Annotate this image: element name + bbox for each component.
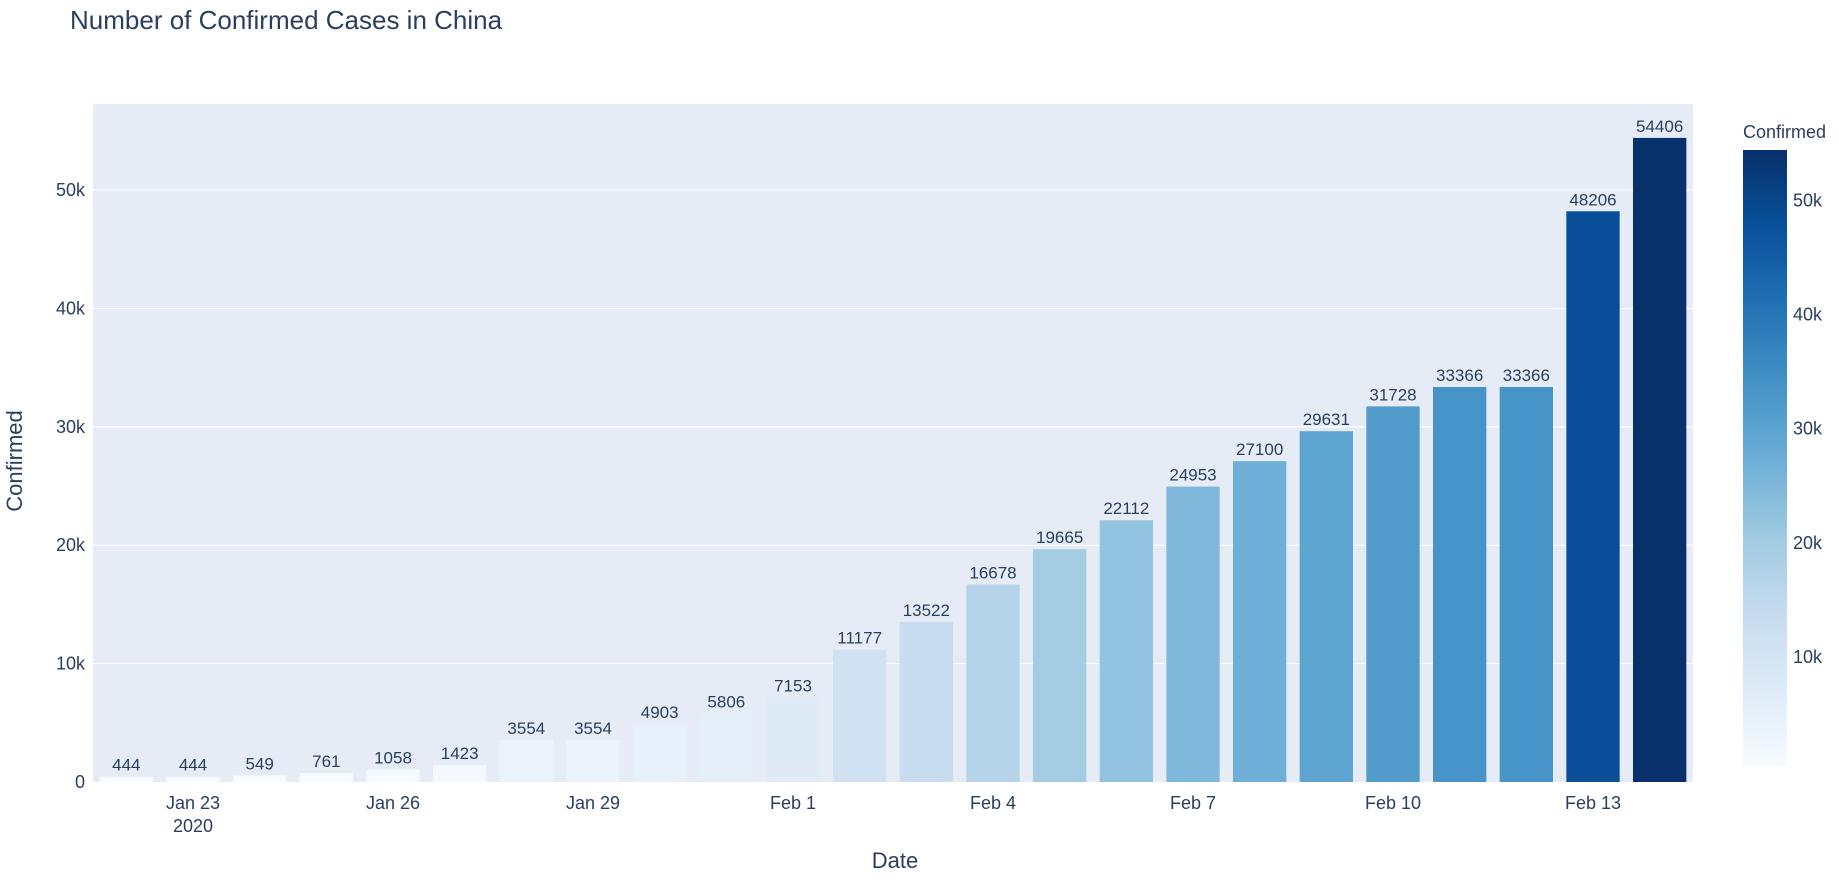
- bar[interactable]: [899, 621, 953, 782]
- y-tick-label: 30k: [56, 417, 86, 437]
- y-tick-label: 50k: [56, 180, 86, 200]
- x-axis-title: Date: [872, 848, 918, 873]
- bar-value-label: 31728: [1369, 385, 1416, 404]
- bar[interactable]: [1366, 406, 1420, 782]
- bar[interactable]: [633, 723, 687, 782]
- bar-value-label: 444: [179, 756, 207, 775]
- bar[interactable]: [766, 697, 820, 782]
- bar-value-labels: 444 444 549 761 1058 1423 3554 3554 4903 5806 7153…: [112, 117, 1683, 775]
- bar[interactable]: [366, 769, 420, 782]
- bar[interactable]: [833, 649, 887, 782]
- bar-value-label: 11177: [837, 629, 882, 648]
- bar-value-label: 54406: [1636, 117, 1683, 136]
- y-tick-label: 0: [75, 772, 85, 792]
- bar-value-label: 33366: [1436, 366, 1483, 385]
- bar-value-label: 19665: [1036, 528, 1083, 547]
- x-tick-label: Jan 26: [366, 793, 420, 813]
- x-tick-label: Feb 1: [770, 793, 816, 813]
- bar-value-label: 1423: [441, 744, 479, 763]
- bar-value-label: 4903: [641, 703, 679, 722]
- bar-value-label: 13522: [903, 601, 950, 620]
- colorbar-ticks: 10k 20k 30k 40k 50k: [1793, 190, 1823, 667]
- bar[interactable]: [1033, 549, 1087, 782]
- bar-value-label: 29631: [1303, 410, 1350, 429]
- y-tick-label: 20k: [56, 535, 86, 555]
- plot-background: [93, 104, 1693, 782]
- bar-value-label: 27100: [1236, 440, 1283, 459]
- bar[interactable]: [1433, 386, 1487, 782]
- bar[interactable]: [233, 775, 287, 782]
- x-tick-label: Feb 13: [1565, 793, 1621, 813]
- x-tick-label: Jan 29: [566, 793, 620, 813]
- y-tick-label: 40k: [56, 298, 86, 318]
- bar-value-label: 444: [112, 756, 140, 775]
- x-tick-year-label: 2020: [173, 816, 213, 836]
- bar-value-label: 3554: [507, 719, 545, 738]
- colorbar-tick-label: 10k: [1793, 647, 1823, 667]
- bar-value-label: 24953: [1169, 466, 1216, 485]
- x-tick-label: Jan 23: [166, 793, 220, 813]
- colorbar-tick-label: 30k: [1793, 419, 1823, 439]
- bar[interactable]: [1166, 486, 1220, 782]
- bar[interactable]: [1499, 386, 1553, 782]
- x-tick-label: Feb 4: [970, 793, 1016, 813]
- bar[interactable]: [299, 772, 353, 782]
- y-axis-title: Confirmed: [2, 410, 27, 511]
- bar-value-label: 761: [312, 752, 340, 771]
- bar[interactable]: [1566, 211, 1620, 782]
- bar-value-label: 16678: [969, 564, 1016, 583]
- bar-value-label: 7153: [774, 676, 812, 695]
- bar-value-label: 549: [245, 755, 273, 774]
- bar[interactable]: [433, 765, 487, 782]
- bar[interactable]: [1299, 431, 1353, 782]
- bar[interactable]: [699, 713, 753, 782]
- x-tick-label: Feb 7: [1170, 793, 1216, 813]
- gridlines: [93, 189, 1693, 665]
- bar-value-label: 33366: [1503, 366, 1550, 385]
- colorbar-title: Confirmed: [1743, 122, 1826, 142]
- chart-title: Number of Confirmed Cases in China: [70, 5, 503, 35]
- bar-value-label: 3554: [574, 719, 612, 738]
- colorbar: Confirmed 10k 20k 30k 40k 50k: [1743, 122, 1826, 766]
- colorbar-tick-label: 40k: [1793, 304, 1823, 324]
- bar[interactable]: [99, 776, 153, 782]
- x-tick-label: Feb 10: [1365, 793, 1421, 813]
- bar[interactable]: [566, 739, 620, 782]
- x-axis-ticks: Jan 23 2020 Jan 26 Jan 29 Feb 1 Feb 4 Feb 7 Feb…: [166, 793, 1621, 836]
- bars: [99, 137, 1687, 783]
- bar-value-label: 1058: [374, 748, 412, 767]
- bar-value-label: 5806: [707, 692, 745, 711]
- y-axis-ticks: 0 10k 20k 30k 40k 50k: [56, 180, 86, 792]
- bar[interactable]: [1633, 137, 1687, 783]
- colorbar-gradient: [1743, 150, 1787, 766]
- bar[interactable]: [499, 739, 553, 782]
- bar-value-label: 48206: [1569, 190, 1616, 209]
- bar[interactable]: [966, 584, 1020, 782]
- y-tick-label: 10k: [56, 654, 86, 674]
- bar[interactable]: [1099, 520, 1153, 782]
- colorbar-tick-label: 20k: [1793, 533, 1823, 553]
- bar-value-label: 22112: [1103, 499, 1149, 518]
- bar[interactable]: [166, 776, 220, 782]
- bar[interactable]: [1233, 461, 1287, 782]
- colorbar-tick-label: 50k: [1793, 190, 1823, 210]
